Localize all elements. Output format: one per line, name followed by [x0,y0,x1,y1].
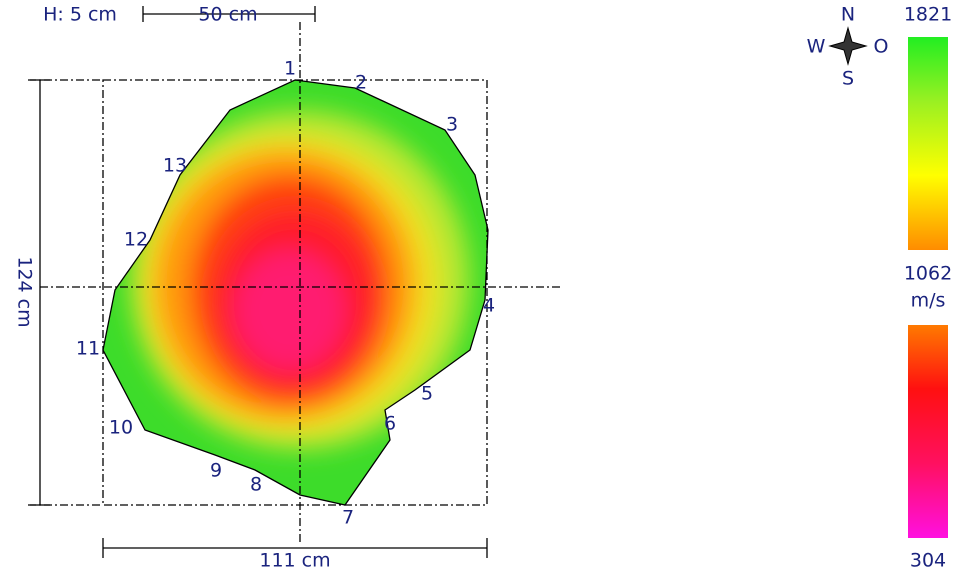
point-label: 2 [355,72,367,94]
point-label: 10 [109,417,133,439]
width-dimension-label: 111 cm [259,550,330,572]
scale-label: 50 cm [198,4,257,26]
legend-mid: 1062 [904,263,952,285]
height-label: H: 5 cm [43,4,117,26]
point-label: 5 [421,383,433,405]
legend-unit: m/s [911,290,946,312]
point-label: 4 [483,295,495,317]
compass-w: W [807,36,826,58]
compass: N W O S [807,4,889,90]
legend-bar-top [908,37,948,250]
height-dimension [30,79,50,506]
point-label: 12 [124,229,148,251]
point-label: 9 [210,460,222,482]
legend-max: 1821 [904,4,952,26]
point-label: 1 [284,58,296,80]
bounding-box [102,79,488,506]
height-dimension-label: 124 cm [14,256,36,327]
point-label: 8 [250,474,262,496]
legend-bar-bottom [908,325,948,538]
compass-s: S [842,68,854,90]
compass-e: O [874,36,889,58]
legend-min: 304 [910,550,946,572]
point-label: 11 [76,338,100,360]
point-label: 6 [384,413,396,435]
compass-n: N [841,4,855,26]
scale-bar [142,6,316,22]
velocity-map [103,80,488,505]
point-label: 7 [342,507,354,529]
width-dimension [102,538,488,558]
point-label: 13 [163,155,187,177]
point-label: 3 [446,114,458,136]
